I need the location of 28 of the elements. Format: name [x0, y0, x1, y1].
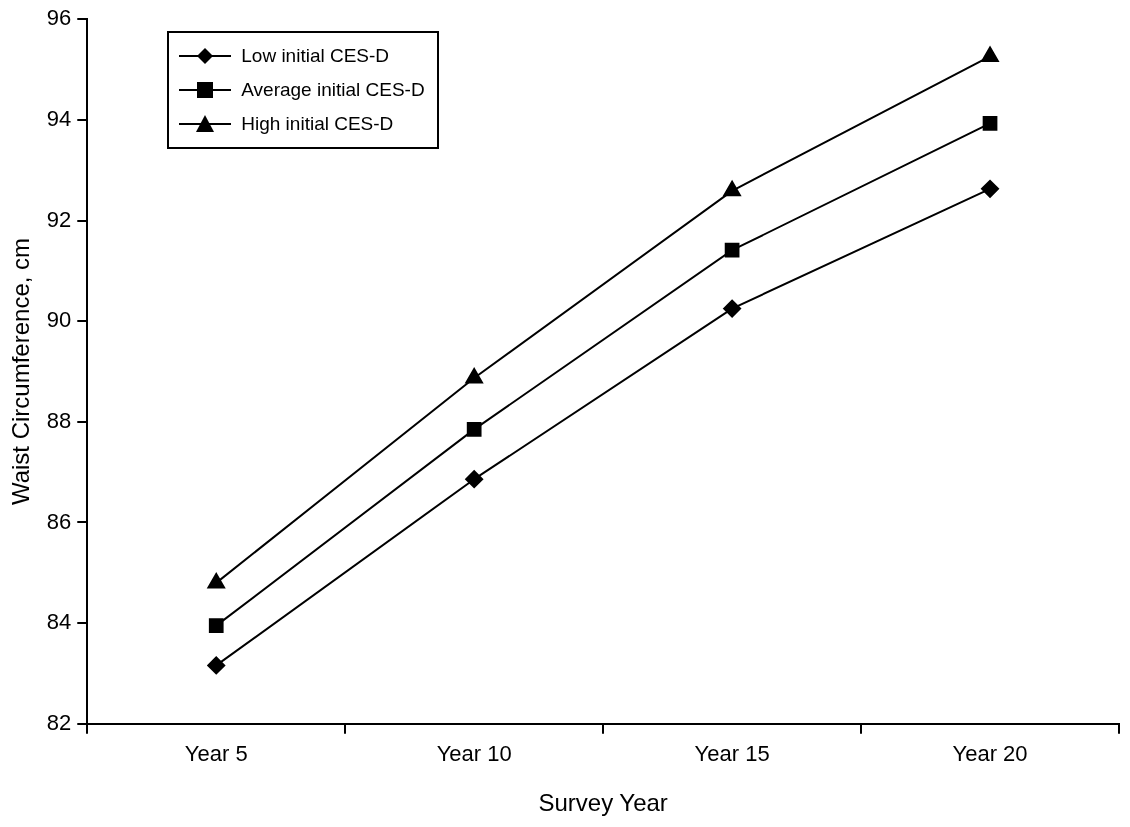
y-tick-label: 88	[46, 407, 72, 433]
x-axis-title: Survey Year	[538, 789, 668, 817]
x-tick-label: Year 10	[436, 741, 512, 767]
point	[207, 656, 226, 675]
point	[981, 46, 999, 62]
point	[723, 299, 742, 318]
point	[465, 368, 483, 384]
x-tick-label: Year 20	[952, 741, 1028, 767]
y-tick-label: 82	[46, 709, 72, 735]
legend-label: Average initial CES-D	[241, 79, 425, 102]
y-tick-label: 94	[46, 105, 72, 131]
y-tick-label: 92	[46, 206, 72, 232]
point	[982, 116, 998, 131]
legend-label: High initial CES-D	[241, 113, 394, 136]
point	[723, 180, 741, 197]
point	[465, 470, 484, 489]
y-tick-label: 84	[46, 609, 72, 635]
y-tick-label: 86	[46, 508, 72, 534]
y-tick-label: 90	[46, 307, 72, 333]
y-tick-label: 96	[46, 5, 72, 31]
legend-label: Low initial CES-D	[241, 45, 390, 68]
point	[466, 422, 482, 437]
point	[724, 242, 740, 258]
point	[208, 618, 224, 634]
point	[981, 179, 1000, 198]
y-axis-title: Waist Circumference, cm	[7, 237, 35, 506]
x-tick-label: Year 5	[184, 741, 248, 767]
x-tick-label: Year 15	[694, 741, 770, 767]
